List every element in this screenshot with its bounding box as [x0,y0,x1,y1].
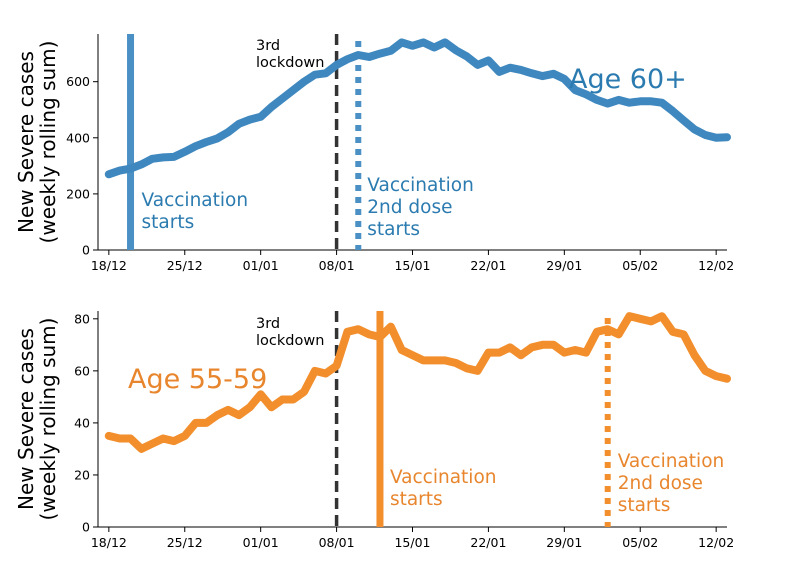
series-line-age-60- [104,38,731,179]
second-dose-label-line-1: 2nd dose [367,197,452,218]
x-tick-label: 22/01 [470,258,506,273]
second-dose-label: Vaccination 2nd dose starts [367,175,474,240]
y-tick-label: 200 [66,186,90,201]
chart-panel-top: 0 200 400 600 18/12 25/12 01/01 08/01 15/01 22/01… [14,34,734,273]
x-tick-label: 18/12 [91,258,127,273]
x-tick-label: 29/01 [546,258,582,273]
x-tick-label: 25/12 [167,535,203,550]
y-tick-label: 80 [74,311,90,326]
second-dose-label-line-0: Vaccination [367,175,474,196]
x-tick-label: 29/01 [546,535,582,550]
second-dose-label-line-2: starts [367,219,420,240]
lockdown-label-line-0: 3rd [256,316,280,332]
x-tick-label: 22/01 [470,535,506,550]
y-tick-label: 20 [74,467,90,482]
x-tick-label: 05/02 [622,535,658,550]
second-dose-label-line-0: Vaccination [618,451,725,472]
x-tick-label: 15/01 [394,535,430,550]
x-tick-label: 08/01 [319,535,355,550]
vaccination-start-label: Vaccination starts [390,467,497,510]
series-label: Age 60+ [569,64,687,95]
x-tick-label: 25/12 [167,258,203,273]
x-tick-label: 01/01 [243,535,279,550]
lockdown-label: 3rd lockdown [256,316,324,349]
vaccination-start-label: Vaccination starts [142,190,249,233]
x-tick-label: 12/02 [698,535,734,550]
vaccination-start-label-line-1: starts [142,212,195,233]
lockdown-label: 3rd lockdown [256,38,324,71]
chart-panel-bottom: 0 20 40 60 80 18/12 25/12 01/01 08/01 15/01 22/01 2… [14,311,734,550]
x-tick-label: 05/02 [622,258,658,273]
second-dose-label: Vaccination 2nd dose starts [618,451,725,516]
x-tick-label: 15/01 [394,258,430,273]
series-label: Age 55-59 [128,364,267,395]
y-axis-label: New Severe cases(weekly rolling sum) [14,318,60,521]
vaccination-start-label-line-1: starts [390,489,443,510]
x-tick-label: 12/02 [698,258,734,273]
y-tick-label: 60 [74,363,90,378]
y-tick-label: 40 [74,415,90,430]
lockdown-label-line-0: 3rd [256,38,280,54]
lockdown-label-line-1: lockdown [256,55,324,71]
y-axis-label-line-2: (weekly rolling sum) [36,41,60,244]
second-dose-label-line-2: starts [618,495,671,516]
y-axis-label-line-1: New Severe cases [14,328,38,510]
y-axis-label-line-2: (weekly rolling sum) [36,318,60,521]
vaccination-start-label-line-0: Vaccination [142,190,249,211]
second-dose-label-line-1: 2nd dose [618,473,703,494]
y-tick-label: 400 [66,130,90,145]
y-tick-label: 600 [66,74,90,89]
vaccination-start-label-line-0: Vaccination [390,467,497,488]
lockdown-label-line-1: lockdown [256,333,324,349]
y-tick-label: 0 [82,243,90,258]
series-line-age-55-59 [104,312,731,453]
x-tick-label: 08/01 [319,258,355,273]
y-axis-label-line-1: New Severe cases [14,51,38,233]
y-tick-label: 0 [82,520,90,535]
x-tick-label: 18/12 [91,535,127,550]
y-axis-label: New Severe cases(weekly rolling sum) [14,41,60,244]
x-tick-label: 01/01 [243,258,279,273]
